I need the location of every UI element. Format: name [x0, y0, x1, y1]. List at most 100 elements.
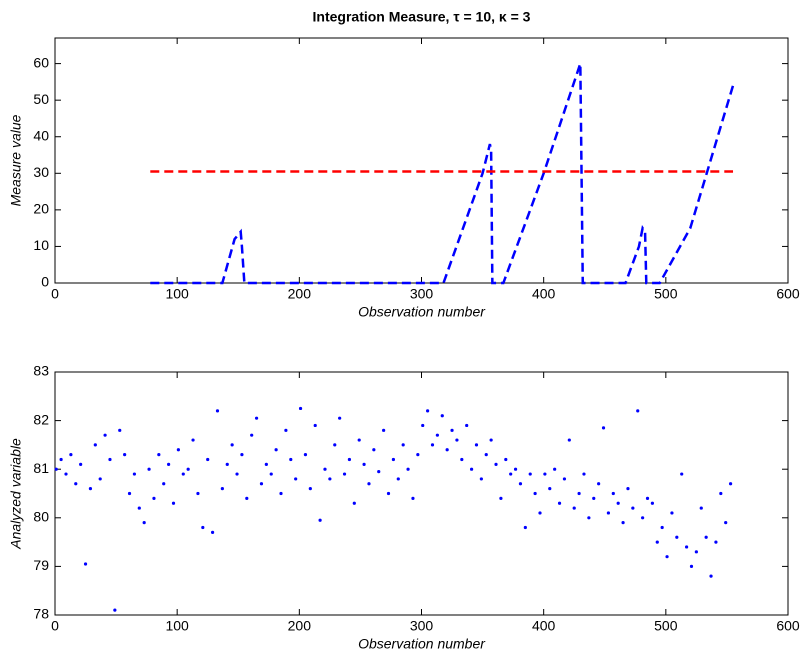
y-tick-label: 20 [33, 201, 49, 217]
point [176, 448, 180, 452]
point [186, 467, 190, 471]
point [362, 462, 366, 466]
point [616, 501, 620, 505]
point [98, 477, 102, 481]
point [445, 448, 449, 452]
point [577, 491, 581, 496]
point [518, 482, 523, 486]
point [303, 453, 308, 457]
point [631, 506, 635, 510]
point [284, 428, 288, 432]
point [621, 521, 625, 525]
point [328, 477, 332, 481]
x-tick-label: 200 [288, 286, 312, 302]
y-tick-label: 81 [33, 460, 49, 476]
x-tick-label: 100 [165, 286, 189, 302]
x-tick-label: 0 [51, 618, 59, 634]
point [553, 467, 557, 471]
point [460, 457, 464, 462]
point [479, 477, 483, 481]
point [557, 501, 562, 505]
point [338, 416, 342, 420]
point [123, 453, 127, 457]
point [157, 453, 161, 457]
point [548, 487, 552, 491]
point [59, 457, 63, 462]
chart-title: Integration Measure, τ = 10, κ = 3 [313, 9, 531, 25]
point [611, 491, 615, 496]
point [582, 472, 586, 476]
point [298, 406, 303, 411]
point [665, 555, 669, 559]
point [728, 482, 733, 486]
point [352, 501, 356, 505]
point [567, 438, 571, 442]
point [142, 521, 146, 525]
point [54, 467, 58, 471]
point [118, 428, 122, 432]
point [719, 491, 723, 496]
x-axis-label: Observation number [358, 304, 486, 320]
axes-box [54, 371, 789, 616]
point [499, 496, 503, 500]
point [264, 462, 268, 466]
point [709, 574, 713, 578]
point [650, 501, 654, 505]
point [504, 457, 508, 462]
point [386, 491, 391, 496]
point [372, 448, 376, 452]
point [308, 487, 312, 491]
point [484, 453, 488, 457]
point [562, 477, 567, 481]
point [465, 423, 469, 428]
y-tick-label: 0 [41, 274, 49, 290]
point [489, 438, 493, 442]
point [333, 443, 337, 447]
point [513, 467, 518, 471]
point [592, 496, 596, 500]
point [377, 470, 381, 474]
x-tick-label: 200 [288, 618, 312, 634]
y-tick-label: 78 [33, 606, 49, 622]
point [685, 545, 689, 549]
point [103, 433, 107, 437]
point [675, 535, 679, 539]
x-tick-label: 300 [410, 286, 434, 302]
y-tick-label: 79 [33, 557, 49, 573]
x-tick-label: 600 [776, 286, 800, 302]
x-tick-label: 300 [410, 618, 434, 634]
point [88, 487, 93, 491]
point [206, 457, 210, 462]
y-tick-label: 30 [33, 164, 49, 180]
point [152, 496, 156, 500]
point [357, 438, 361, 442]
point [474, 443, 479, 447]
point [201, 525, 205, 530]
point [645, 496, 650, 500]
point [714, 540, 718, 544]
point [250, 433, 254, 437]
point [636, 409, 640, 413]
point [494, 462, 498, 466]
point [670, 511, 674, 515]
point [294, 477, 298, 481]
point [435, 433, 439, 437]
point [235, 472, 239, 476]
point [279, 491, 283, 496]
point [113, 608, 117, 612]
point [382, 428, 386, 432]
point [660, 525, 664, 530]
point [132, 472, 137, 476]
point [64, 472, 68, 476]
y-tick-label: 60 [33, 54, 49, 70]
point [694, 550, 698, 554]
y-axis-label: Measure value [8, 114, 24, 206]
point [523, 525, 527, 530]
y-tick-label: 10 [33, 237, 49, 253]
point [171, 501, 176, 505]
point [347, 457, 352, 462]
point [606, 511, 611, 515]
y-tick-label: 82 [33, 411, 49, 427]
point [167, 462, 171, 466]
